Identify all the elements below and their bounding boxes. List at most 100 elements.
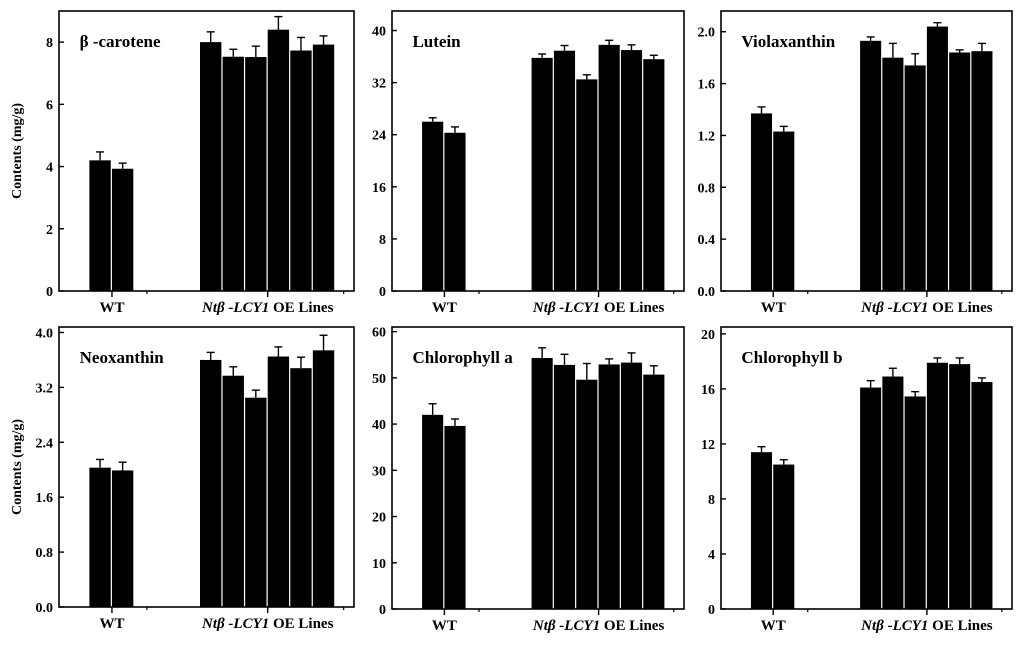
panel-title: Violaxanthin [741, 32, 835, 51]
y-tick-label: 2.0 [698, 26, 716, 41]
group-label-wt: WT [432, 618, 457, 634]
bar [643, 59, 665, 291]
chart-panel-5: 0 10 20 30 40 50 60 WT Ntβ -LCY1 OE Lines Chlorop… [372, 326, 685, 634]
group-label-wt: WT [761, 618, 786, 634]
bar [200, 42, 222, 291]
group-label-oe: Ntβ -LCY1 OE Lines [532, 300, 665, 316]
chart-panel-2: 0 8 16 24 32 40 WT Ntβ -LCY1 OE Lines Lutein [372, 10, 685, 316]
bar [598, 364, 620, 609]
bar [222, 56, 244, 291]
bar [926, 362, 948, 609]
group-label-oe: Ntβ -LCY1 OE Lines [201, 616, 334, 632]
bar [531, 357, 553, 609]
bar [531, 57, 553, 291]
panel-title: Lutein [412, 32, 461, 51]
bar [422, 121, 444, 291]
bar [312, 350, 335, 607]
bar [553, 50, 576, 291]
bar [882, 57, 904, 291]
y-tick-label: 10 [372, 557, 386, 572]
y-tick-label: 4 [46, 161, 53, 176]
bar [882, 376, 904, 609]
group-label-oe: Ntβ -LCY1 OE Lines [860, 618, 993, 634]
bar [444, 132, 466, 291]
bar [267, 356, 290, 607]
bar [245, 397, 267, 607]
y-tick-label: 16 [701, 383, 715, 398]
bar [860, 387, 882, 609]
chart-panel-3: 0.0 0.4 0.8 1.2 1.6 2.0 WT Ntβ -LCY1 OE Lines Vi… [698, 10, 1013, 316]
panel-title: Chlorophyll a [412, 348, 513, 367]
y-tick-label: 16 [372, 181, 386, 196]
y-tick-label: 40 [372, 25, 386, 40]
bar [750, 113, 773, 291]
chart-panel-6: 0 4 8 12 16 20 WT Ntβ -LCY1 OE Lines Chlorophyll… [701, 326, 1013, 634]
y-tick-label: 24 [372, 129, 386, 144]
chart-panel-4: 0.0 0.8 1.6 2.4 3.2 4.0 WT Ntβ -LCY1 OE Lines Ne… [10, 326, 355, 632]
bar [89, 160, 111, 291]
y-tick-label: 0 [708, 603, 715, 618]
bar [553, 364, 576, 609]
group-label-oe: Ntβ -LCY1 OE Lines [532, 618, 665, 634]
bar [971, 382, 993, 609]
panel-title: Chlorophyll b [741, 348, 842, 367]
bar [643, 374, 665, 609]
y-tick-label: 0.0 [698, 285, 716, 300]
bar [904, 65, 926, 291]
bar [971, 51, 993, 292]
y-tick-label: 32 [372, 77, 386, 92]
bar [200, 359, 222, 607]
bar [904, 396, 926, 609]
y-tick-label: 2 [46, 223, 53, 238]
y-tick-label: 0.4 [698, 233, 716, 248]
bar [773, 464, 795, 609]
y-tick-label: 1.2 [698, 129, 716, 144]
y-tick-label: 40 [372, 418, 386, 433]
group-label-wt: WT [761, 300, 786, 316]
group-label-wt: WT [432, 300, 457, 316]
y-tick-label: 50 [372, 372, 386, 387]
bar [312, 44, 335, 291]
group-label-wt: WT [99, 300, 124, 316]
bar [111, 168, 134, 291]
y-tick-label: 0.8 [36, 546, 54, 561]
y-tick-label: 8 [708, 493, 715, 508]
bar [620, 362, 643, 609]
y-tick-label: 4.0 [36, 326, 54, 341]
y-tick-label: 1.6 [698, 78, 716, 93]
y-axis-label: Contents (mg/g) [10, 103, 25, 199]
bar [89, 467, 111, 607]
bar [422, 414, 444, 609]
y-tick-label: 0.0 [36, 601, 54, 616]
y-tick-label: 0 [379, 603, 386, 618]
y-tick-label: 6 [46, 98, 53, 113]
bar [267, 29, 290, 292]
y-tick-label: 4 [708, 548, 715, 563]
chart-panel-1: 0 2 4 6 8 WT Ntβ -LCY1 OE Lines β -carotene Cont… [10, 10, 355, 316]
bar [290, 368, 312, 607]
panel-title: Neoxanthin [80, 348, 165, 367]
bar [444, 425, 466, 609]
bar [598, 44, 620, 291]
bar [949, 52, 971, 292]
group-label-wt: WT [99, 616, 124, 632]
y-tick-label: 12 [701, 438, 715, 453]
bar [245, 57, 267, 291]
bar [290, 50, 312, 292]
y-tick-label: 30 [372, 464, 386, 479]
bar [222, 375, 244, 607]
bar [576, 379, 598, 609]
panel-title: β -carotene [80, 32, 161, 51]
y-tick-label: 20 [372, 511, 386, 526]
y-axis-label: Contents (mg/g) [10, 419, 25, 515]
y-tick-label: 0 [46, 285, 53, 300]
bar [949, 364, 971, 609]
bar [576, 79, 598, 291]
y-tick-label: 0.8 [698, 181, 716, 196]
bar [926, 26, 948, 292]
y-tick-label: 8 [379, 233, 386, 248]
y-tick-label: 2.4 [36, 436, 54, 451]
y-tick-label: 0 [379, 285, 386, 300]
group-label-oe: Ntβ -LCY1 OE Lines [201, 300, 334, 316]
